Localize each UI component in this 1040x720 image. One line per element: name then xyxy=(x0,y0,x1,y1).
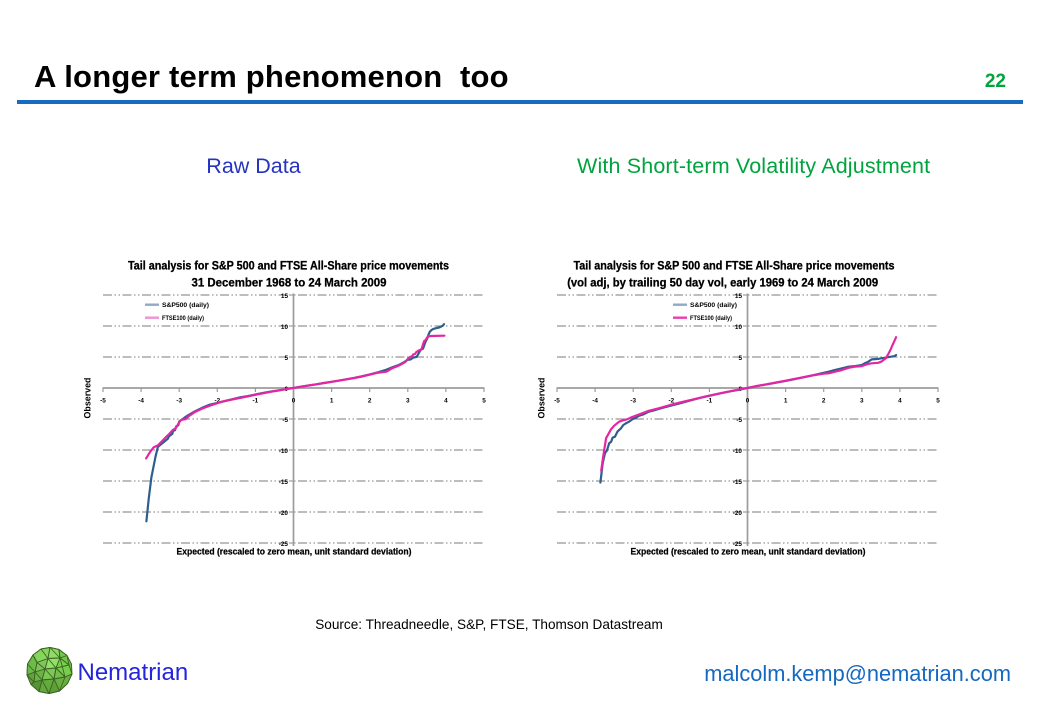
svg-text:Observed: Observed xyxy=(537,378,547,419)
svg-text:5: 5 xyxy=(482,398,486,405)
svg-text:-2: -2 xyxy=(668,398,674,405)
svg-text:-20: -20 xyxy=(279,510,289,517)
svg-text:4: 4 xyxy=(898,398,902,405)
svg-text:-2: -2 xyxy=(214,398,220,405)
svg-text:-5: -5 xyxy=(554,398,560,405)
svg-text:-15: -15 xyxy=(279,479,289,486)
svg-text:5: 5 xyxy=(936,398,940,405)
svg-text:-1: -1 xyxy=(253,398,259,405)
svg-text:-4: -4 xyxy=(138,398,144,405)
svg-text:0: 0 xyxy=(292,398,296,405)
svg-text:Expected (rescaled to zero mea: Expected (rescaled to zero mean, unit st… xyxy=(177,547,412,558)
svg-text:FTSE100 (daily): FTSE100 (daily) xyxy=(690,315,732,322)
svg-text:-25: -25 xyxy=(733,541,743,548)
svg-text:Tail analysis for S&P 500 and: Tail analysis for S&P 500 and FTSE All-S… xyxy=(574,259,895,273)
svg-text:1: 1 xyxy=(784,398,788,405)
svg-text:10: 10 xyxy=(281,324,289,331)
svg-text:-3: -3 xyxy=(176,398,182,405)
svg-text:S&P500 (daily): S&P500 (daily) xyxy=(690,302,737,309)
svg-text:15: 15 xyxy=(281,293,289,300)
svg-text:5: 5 xyxy=(738,355,742,362)
svg-text:-5: -5 xyxy=(282,417,288,424)
svg-text:-20: -20 xyxy=(733,510,743,517)
svg-text:15: 15 xyxy=(735,293,743,300)
svg-text:2: 2 xyxy=(822,398,826,405)
svg-text:FTSE100 (daily): FTSE100 (daily) xyxy=(162,315,204,322)
svg-text:1: 1 xyxy=(330,398,334,405)
svg-text:-3: -3 xyxy=(630,398,636,405)
svg-text:-5: -5 xyxy=(736,417,742,424)
svg-text:Observed: Observed xyxy=(83,378,93,419)
svg-text:4: 4 xyxy=(444,398,448,405)
svg-text:S&P500 (daily): S&P500 (daily) xyxy=(162,302,209,309)
svg-text:0: 0 xyxy=(746,398,750,405)
svg-text:31 December 1968 to 24 March 2: 31 December 1968 to 24 March 2009 xyxy=(192,276,387,290)
svg-text:(vol adj, by trailing 50 day v: (vol adj, by trailing 50 day vol, early … xyxy=(567,276,878,290)
svg-text:-10: -10 xyxy=(733,448,743,455)
svg-text:-10: -10 xyxy=(279,448,289,455)
svg-text:-5: -5 xyxy=(100,398,106,405)
svg-text:5: 5 xyxy=(284,355,288,362)
svg-text:10: 10 xyxy=(735,324,743,331)
svg-text:3: 3 xyxy=(406,398,410,405)
svg-text:-15: -15 xyxy=(733,479,743,486)
svg-text:-4: -4 xyxy=(592,398,598,405)
svg-text:Expected (rescaled to zero mea: Expected (rescaled to zero mean, unit st… xyxy=(631,547,866,558)
svg-text:Tail analysis for S&P 500 and: Tail analysis for S&P 500 and FTSE All-S… xyxy=(128,259,449,273)
svg-text:-1: -1 xyxy=(707,398,713,405)
svg-text:2: 2 xyxy=(368,398,372,405)
svg-text:-25: -25 xyxy=(279,541,289,548)
svg-text:3: 3 xyxy=(860,398,864,405)
